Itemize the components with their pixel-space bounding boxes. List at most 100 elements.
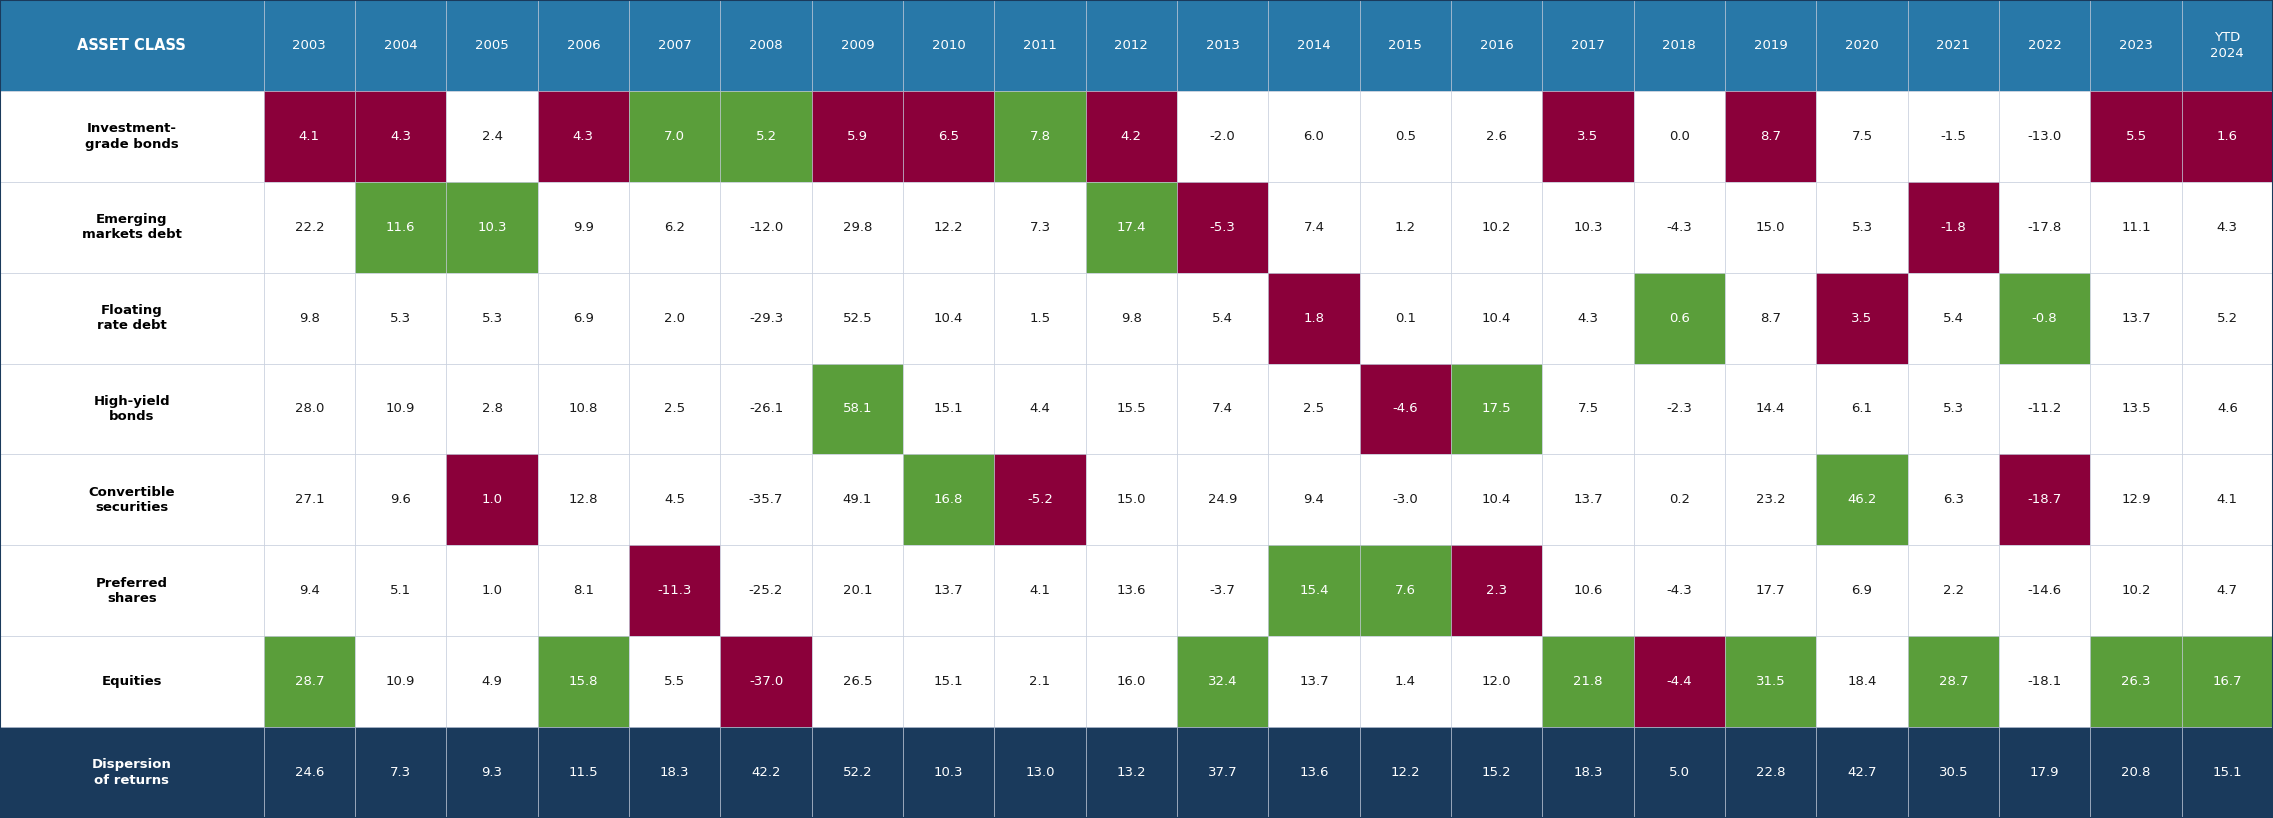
Text: 13.6: 13.6 [1300, 766, 1330, 779]
Text: 8.7: 8.7 [1759, 130, 1782, 143]
Text: 10.3: 10.3 [934, 766, 964, 779]
Bar [355, 455, 446, 546]
Text: 46.2: 46.2 [1848, 493, 1877, 506]
Text: 9.9: 9.9 [573, 221, 593, 234]
Bar [1268, 455, 1359, 546]
Text: 1.0: 1.0 [482, 584, 502, 597]
Bar [630, 455, 721, 546]
Bar [264, 0, 355, 91]
Bar [1907, 182, 1998, 272]
Text: 0.1: 0.1 [1396, 312, 1416, 325]
Bar [0, 0, 264, 91]
Bar [1816, 272, 1907, 363]
Bar [2091, 182, 2182, 272]
Bar [1268, 0, 1359, 91]
Text: 4.3: 4.3 [573, 130, 593, 143]
Text: -3.0: -3.0 [1393, 493, 1418, 506]
Bar [1086, 455, 1177, 546]
Bar [1450, 91, 1543, 182]
Text: 2022: 2022 [2028, 39, 2062, 52]
Bar [1998, 636, 2091, 727]
Text: 2003: 2003 [293, 39, 327, 52]
Bar [0, 727, 264, 818]
Text: 7.5: 7.5 [1577, 402, 1598, 416]
Text: 2005: 2005 [475, 39, 509, 52]
Text: 9.8: 9.8 [298, 312, 320, 325]
Bar [0, 272, 264, 363]
Bar [539, 636, 630, 727]
Text: 5.2: 5.2 [755, 130, 777, 143]
Text: ASSET CLASS: ASSET CLASS [77, 38, 186, 53]
Bar [1725, 636, 1816, 727]
Text: 4.2: 4.2 [1121, 130, 1141, 143]
Text: 24.6: 24.6 [295, 766, 325, 779]
Text: 8.7: 8.7 [1759, 312, 1782, 325]
Bar [993, 91, 1086, 182]
Bar [1268, 182, 1359, 272]
Bar [0, 455, 264, 546]
Text: 7.0: 7.0 [664, 130, 684, 143]
Text: 6.0: 6.0 [1302, 130, 1325, 143]
Text: 0.0: 0.0 [1668, 130, 1689, 143]
Text: 2.4: 2.4 [482, 130, 502, 143]
Text: 23.2: 23.2 [1755, 493, 1787, 506]
Text: 13.5: 13.5 [2121, 402, 2150, 416]
Text: 5.9: 5.9 [848, 130, 868, 143]
Bar [1998, 0, 2091, 91]
Text: 15.8: 15.8 [568, 675, 598, 688]
Bar [811, 182, 902, 272]
Bar [721, 0, 811, 91]
Bar [539, 272, 630, 363]
Bar [1359, 455, 1450, 546]
Bar [1907, 272, 1998, 363]
Text: 13.0: 13.0 [1025, 766, 1055, 779]
Bar [1177, 91, 1268, 182]
Bar [446, 363, 539, 455]
Bar [355, 91, 446, 182]
Text: 5.0: 5.0 [1668, 766, 1689, 779]
Bar [1543, 636, 1634, 727]
Bar [2091, 727, 2182, 818]
Bar [811, 91, 902, 182]
Text: -4.6: -4.6 [1393, 402, 1418, 416]
Bar [1998, 91, 2091, 182]
Bar [1816, 546, 1907, 636]
Text: 12.2: 12.2 [934, 221, 964, 234]
Bar [1450, 272, 1543, 363]
Text: -4.3: -4.3 [1666, 584, 1691, 597]
Text: -1.5: -1.5 [1941, 130, 1966, 143]
Bar [1086, 546, 1177, 636]
Bar [0, 182, 264, 272]
Text: 16.0: 16.0 [1116, 675, 1146, 688]
Text: 1.5: 1.5 [1030, 312, 1050, 325]
Bar [446, 455, 539, 546]
Text: 11.5: 11.5 [568, 766, 598, 779]
Bar [2182, 636, 2273, 727]
Bar [264, 272, 355, 363]
Bar [539, 455, 630, 546]
Bar [2091, 272, 2182, 363]
Bar [1450, 727, 1543, 818]
Text: 10.2: 10.2 [1482, 221, 1512, 234]
Text: 18.3: 18.3 [659, 766, 689, 779]
Bar [1450, 0, 1543, 91]
Bar [1359, 272, 1450, 363]
Bar [446, 546, 539, 636]
Text: -13.0: -13.0 [2028, 130, 2062, 143]
Bar [1816, 91, 1907, 182]
Text: 29.8: 29.8 [843, 221, 873, 234]
Text: 12.9: 12.9 [2121, 493, 2150, 506]
Text: 5.3: 5.3 [1852, 221, 1873, 234]
Bar [1450, 636, 1543, 727]
Bar [993, 727, 1086, 818]
Bar [1725, 272, 1816, 363]
Bar [1907, 0, 1998, 91]
Text: 13.7: 13.7 [1573, 493, 1602, 506]
Bar [902, 636, 993, 727]
Text: 12.0: 12.0 [1482, 675, 1512, 688]
Text: 24.9: 24.9 [1207, 493, 1237, 506]
Bar [1816, 455, 1907, 546]
Bar [2182, 546, 2273, 636]
Bar [630, 636, 721, 727]
Bar [446, 636, 539, 727]
